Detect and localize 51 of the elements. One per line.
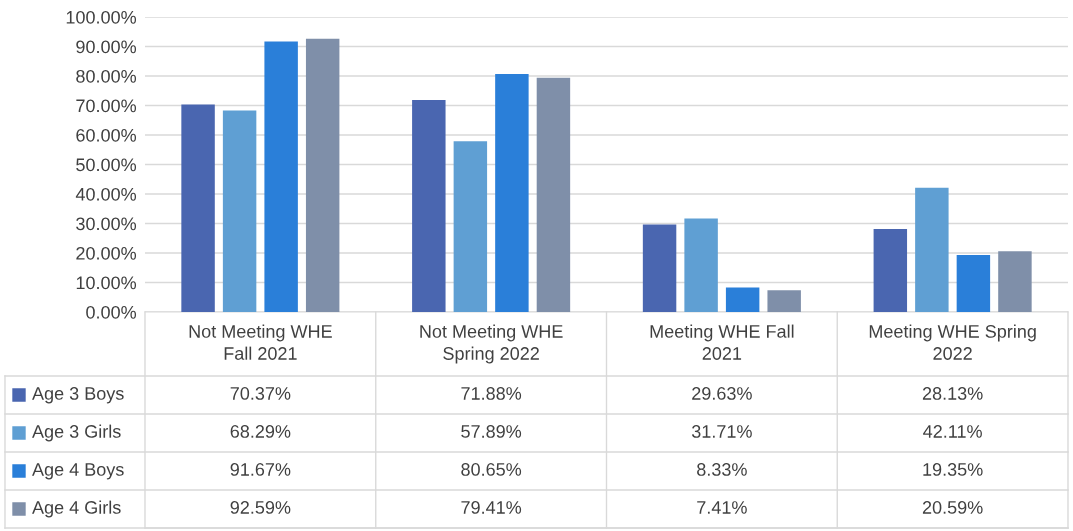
- data-label: 92.59%: [230, 501, 291, 514]
- data-label: 91.67%: [230, 463, 291, 476]
- y-tick-label: 0.00%: [86, 305, 137, 319]
- data-label: 71.88%: [461, 387, 522, 400]
- y-tick-label: 70.00%: [76, 99, 137, 113]
- bar: [915, 187, 949, 312]
- data-label: 57.89%: [461, 425, 522, 438]
- x-tick-label: Meeting WHE Fall 2021: [650, 324, 794, 360]
- data-label: 20.59%: [922, 501, 983, 514]
- legend-label: Age 4 Boys: [32, 463, 124, 480]
- bar: [222, 110, 257, 312]
- bar: [305, 38, 340, 312]
- bar: [873, 229, 908, 312]
- legend-label: Age 4 Girls: [32, 500, 121, 518]
- x-tick-label: Meeting WHE Spring 2022: [869, 324, 1036, 360]
- bar: [264, 41, 298, 312]
- data-label: 7.41%: [697, 501, 747, 514]
- y-tick-label: 50.00%: [76, 158, 137, 172]
- x-tick-label: Not Meeting WHE Fall 2021: [189, 324, 332, 360]
- bar: [181, 104, 215, 312]
- bar: [453, 141, 488, 312]
- data-label: 68.29%: [230, 425, 291, 438]
- y-tick-label: 90.00%: [76, 40, 137, 54]
- data-label: 8.33%: [697, 463, 747, 476]
- data-label: 28.13%: [922, 387, 983, 400]
- data-label: 42.11%: [923, 425, 982, 438]
- y-tick-label: 80.00%: [76, 69, 137, 83]
- data-label: 19.35%: [923, 463, 983, 476]
- bar: [684, 218, 718, 312]
- bar: [495, 74, 529, 312]
- y-tick-label: 30.00%: [76, 217, 137, 231]
- legend-label: Age 3 Boys: [32, 387, 124, 404]
- data-label: 29.63%: [692, 387, 752, 400]
- bar: [956, 254, 991, 312]
- y-tick-label: 100.00%: [66, 10, 137, 24]
- y-tick-label: 10.00%: [76, 276, 137, 290]
- bar: [998, 251, 1032, 312]
- data-label: 80.65%: [461, 463, 522, 476]
- bar: [767, 290, 801, 312]
- bar: [725, 287, 760, 312]
- x-tick-label: Not Meeting WHE Spring 2022: [420, 324, 563, 364]
- y-tick-label: 40.00%: [75, 187, 137, 201]
- data-label: 31.71%: [691, 425, 752, 438]
- bar: [642, 224, 677, 312]
- bar: [536, 77, 571, 312]
- data-label: 79.41%: [461, 501, 522, 514]
- y-tick-label: 60.00%: [76, 128, 137, 142]
- data-label: 70.37%: [230, 387, 291, 400]
- y-tick-label: 20.00%: [76, 246, 137, 260]
- legend-label: Age 3 Girls: [32, 424, 121, 442]
- bar: [412, 99, 446, 312]
